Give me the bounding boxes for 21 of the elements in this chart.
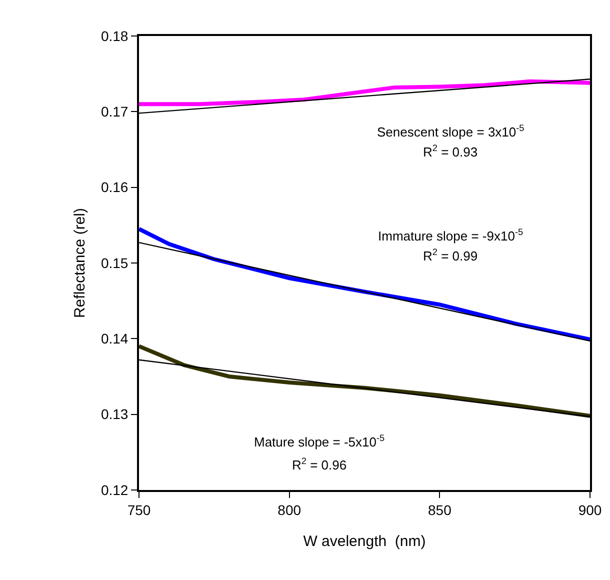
x-tick-label: 900	[578, 502, 602, 518]
y-tick-label: 0.14	[100, 330, 128, 347]
y-tick-label: 0.16	[100, 179, 128, 196]
annotation: R$^{2}$ = 0.96	[292, 456, 347, 472]
x-tick-label: 850	[428, 502, 452, 518]
annotation: Immature slope = -9x10$^{-5}$	[378, 227, 524, 244]
annotation: R$^{2}$ = 0.93	[423, 143, 478, 160]
x-tick-label: 800	[278, 502, 302, 518]
y-axis-title: Reflectance (rel)	[72, 208, 89, 318]
annotation: R$^{2}$ = 0.99	[423, 247, 478, 264]
line-series	[139, 79, 590, 106]
annotation: Senescent slope = 3x10$^{-5}$	[377, 123, 524, 140]
y-tick-label: 0.12	[100, 482, 128, 498]
y-tick-label: 0.18	[100, 28, 128, 44]
annotation: Mature slope = -5x10$^{-5}$	[254, 433, 385, 450]
y-tick-label: 0.17	[100, 104, 128, 120]
y-tick-label: 0.15	[100, 254, 128, 271]
y-tick-label: 0.13	[100, 406, 128, 422]
x-tick-label: 750	[127, 502, 151, 518]
line-series	[139, 344, 590, 418]
x-axis-title: W avelength (nm)	[303, 533, 426, 550]
